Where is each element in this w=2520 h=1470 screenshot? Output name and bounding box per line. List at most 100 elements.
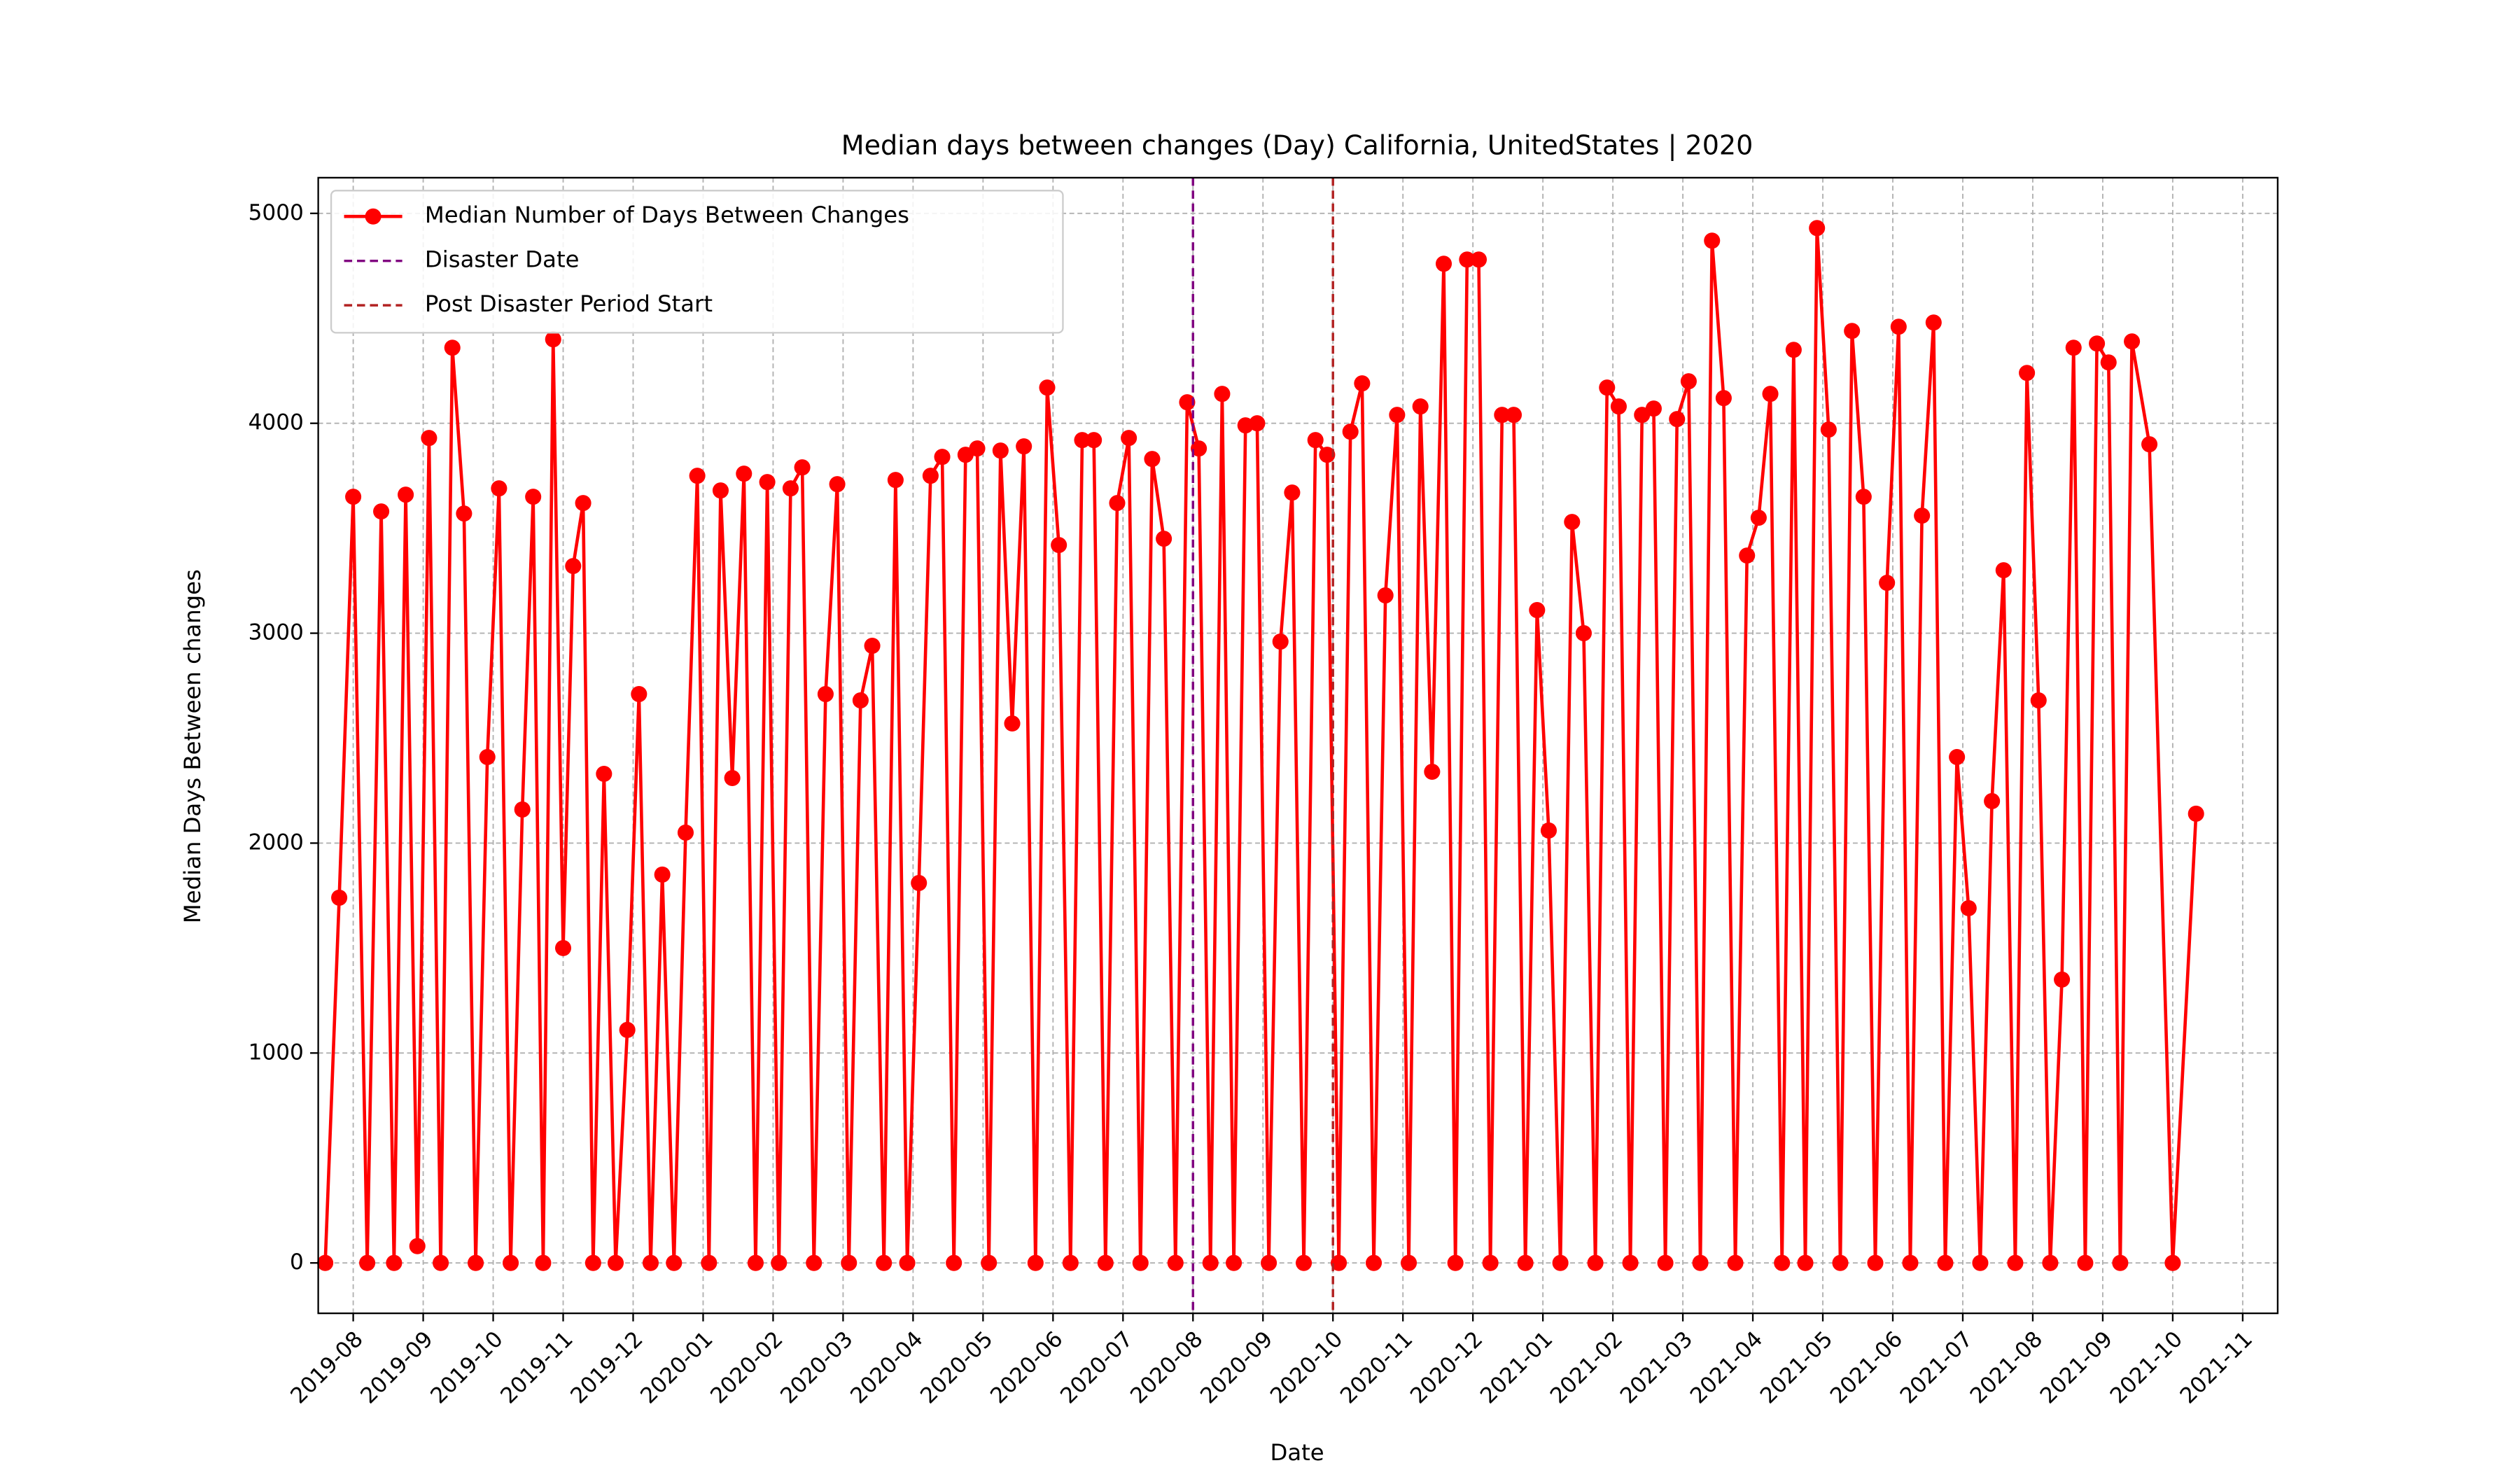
data-point	[444, 340, 461, 356]
data-point	[386, 1254, 402, 1271]
data-point	[1051, 537, 1068, 554]
data-point	[1925, 314, 1942, 331]
data-point	[1540, 822, 1558, 839]
data-point	[841, 1254, 858, 1271]
data-point	[1016, 438, 1032, 455]
data-point	[514, 801, 531, 818]
data-point	[1704, 232, 1721, 249]
data-point	[491, 480, 507, 497]
data-point	[1389, 407, 1406, 424]
data-point	[2030, 692, 2047, 709]
data-point	[1121, 430, 1138, 447]
data-point	[1529, 602, 1546, 619]
data-point	[1214, 386, 1231, 402]
data-point	[535, 1254, 552, 1271]
data-point	[1435, 255, 1452, 272]
data-point	[1809, 220, 1826, 237]
y-tick-label: 4000	[248, 410, 304, 435]
data-point	[1937, 1254, 1954, 1271]
data-point	[421, 430, 438, 447]
legend-marker	[365, 208, 382, 225]
data-point	[456, 505, 472, 522]
data-point	[666, 1254, 682, 1271]
data-point	[1517, 1254, 1534, 1271]
data-point	[1226, 1254, 1242, 1271]
data-point	[2124, 333, 2141, 350]
data-point	[1645, 400, 1662, 417]
data-point	[1167, 1254, 1184, 1271]
data-point	[724, 769, 741, 787]
plot-area	[317, 177, 2278, 1314]
data-point	[1109, 495, 1126, 512]
data-point	[1284, 484, 1301, 501]
data-point	[864, 638, 881, 654]
data-point	[1004, 715, 1021, 732]
data-point	[1972, 1254, 1989, 1271]
data-point	[876, 1254, 892, 1271]
data-point	[1424, 763, 1441, 780]
data-point	[1680, 373, 1697, 390]
data-point	[852, 692, 869, 709]
data-point	[2007, 1254, 2024, 1271]
data-point	[1296, 1254, 1312, 1271]
data-point	[2077, 1254, 2094, 1271]
data-point	[1995, 562, 2012, 579]
x-axis-label: Date	[1270, 1439, 1324, 1466]
data-point	[2100, 354, 2117, 371]
data-point	[1505, 407, 1522, 424]
data-point	[1097, 1254, 1114, 1271]
data-point	[1785, 342, 1802, 358]
data-point	[1657, 1254, 1674, 1271]
data-point	[1202, 1254, 1219, 1271]
data-point	[1331, 1254, 1348, 1271]
data-point	[345, 489, 362, 505]
data-point	[946, 1254, 962, 1271]
data-point	[1692, 1254, 1709, 1271]
legend-label: Post Disaster Period Start	[425, 290, 713, 317]
data-point	[1587, 1254, 1604, 1271]
data-point	[759, 474, 776, 491]
data-point	[1074, 432, 1091, 449]
data-point	[1844, 323, 1861, 340]
data-point	[1319, 447, 1336, 463]
legend-label: Disaster Date	[425, 246, 580, 273]
data-point	[2042, 1254, 2059, 1271]
y-tick-label: 0	[290, 1250, 304, 1275]
chart-title: Median days between changes (Day) Califo…	[841, 130, 1754, 161]
data-point	[829, 476, 846, 493]
data-point	[1482, 1254, 1499, 1271]
data-point	[2089, 335, 2106, 352]
data-point	[1249, 415, 1266, 432]
data-point	[1494, 407, 1511, 424]
data-point	[922, 468, 939, 484]
data-point	[1412, 398, 1429, 415]
data-point	[1272, 634, 1289, 650]
data-point	[2065, 340, 2082, 356]
data-point	[981, 1254, 997, 1271]
y-axis-label: Median Days Between changes	[179, 569, 206, 923]
data-point	[2141, 436, 2158, 453]
data-point	[1062, 1254, 1079, 1271]
data-point	[1342, 424, 1359, 440]
data-point	[479, 748, 496, 766]
data-point	[1890, 318, 1907, 335]
data-point	[596, 765, 612, 783]
data-point	[1459, 251, 1476, 268]
data-point	[1575, 625, 1592, 642]
data-point	[911, 874, 927, 891]
data-point	[1307, 432, 1324, 449]
y-tick-label: 5000	[248, 200, 304, 225]
data-point	[1867, 1254, 1884, 1271]
data-point	[317, 1254, 334, 1271]
data-point	[771, 1254, 788, 1271]
data-point	[1377, 587, 1394, 604]
data-point	[887, 472, 904, 489]
data-point	[1774, 1254, 1791, 1271]
data-point	[2188, 805, 2204, 822]
data-point	[1470, 251, 1488, 268]
data-point	[1132, 1254, 1149, 1271]
data-point	[565, 558, 582, 575]
data-point	[1179, 394, 1196, 411]
legend-box	[330, 190, 1064, 334]
